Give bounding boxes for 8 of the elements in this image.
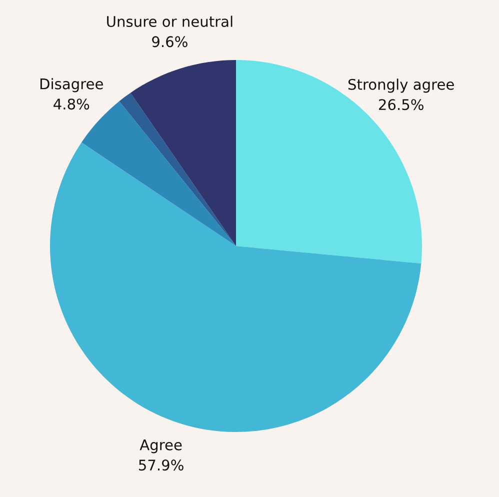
data-label: 26.5% xyxy=(378,99,424,110)
slice-label: Agree xyxy=(140,440,182,454)
data-label: 57.9% xyxy=(139,460,184,471)
slice-label: Unsure or neutral xyxy=(107,16,232,27)
slice-label: Disagree xyxy=(40,78,103,92)
data-label: 9.6% xyxy=(152,36,188,48)
data-label: 4.8% xyxy=(54,98,90,110)
slice-label: Strongly agree xyxy=(348,78,454,93)
